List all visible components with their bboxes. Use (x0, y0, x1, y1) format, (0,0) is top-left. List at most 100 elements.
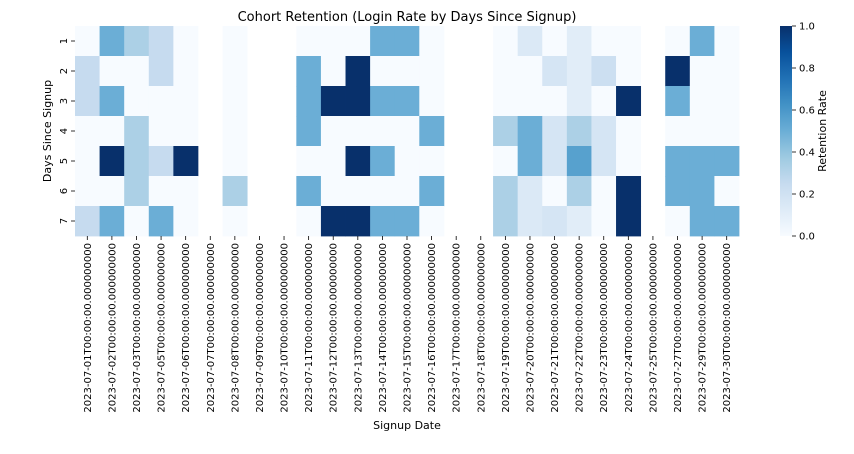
x-tick-label: 2023-07-15T00:00:00.000000000 (403, 243, 414, 413)
x-tick-label: 2023-07-12T00:00:00.000000000 (329, 243, 340, 413)
heatmap-cell (148, 146, 174, 177)
heatmap-cell (148, 26, 174, 57)
heatmap-cell (75, 146, 100, 177)
heatmap-cell (173, 146, 199, 177)
heatmap-cell (419, 26, 445, 57)
y-tick-label: 6 (59, 188, 70, 194)
heatmap-cell (75, 26, 100, 57)
heatmap-cell (591, 56, 617, 87)
heatmap-cell (296, 56, 322, 87)
x-tick-label: 2023-07-03T00:00:00.000000000 (132, 243, 143, 413)
x-tick-label: 2023-07-25T00:00:00.000000000 (648, 243, 659, 413)
heatmap-cell (345, 146, 371, 177)
heatmap-cell (345, 86, 371, 117)
x-tick-label: 2023-07-23T00:00:00.000000000 (599, 243, 610, 413)
heatmap-cell (616, 116, 642, 147)
heatmap-cell (591, 116, 617, 147)
heatmap-cell (591, 26, 617, 57)
heatmap-cell (616, 86, 642, 117)
colorbar-tick-label: 1.0 (799, 22, 815, 33)
heatmap-cell (124, 116, 150, 147)
heatmap-cell (370, 56, 396, 87)
heatmap-cell (296, 86, 322, 117)
x-tick-label: 2023-07-09T00:00:00.000000000 (255, 243, 266, 413)
heatmap-cell (173, 206, 199, 237)
heatmap-cell (173, 176, 199, 207)
x-tick-label: 2023-07-10T00:00:00.000000000 (280, 243, 291, 413)
heatmap-cell (665, 26, 691, 57)
heatmap-cell (320, 146, 346, 177)
x-tick-label: 2023-07-30T00:00:00.000000000 (722, 243, 733, 413)
heatmap-cell (222, 56, 248, 87)
heatmap-cell (566, 26, 592, 57)
colorbar-ticks: 0.0 0.2 0.4 0.6 0.8 1.0 (792, 22, 815, 243)
heatmap-cell (173, 86, 199, 117)
colorbar-tick-label: 0.4 (799, 148, 815, 159)
x-axis-ticks: 2023-07-01T00:00:00.000000000 2023-07-02T… (83, 236, 733, 413)
heatmap-cell (99, 116, 125, 147)
heatmap-cell (320, 206, 346, 237)
x-axis-label: Signup Date (373, 419, 441, 432)
x-tick-label: 2023-07-27T00:00:00.000000000 (673, 243, 684, 413)
heatmap-cell (222, 86, 248, 117)
heatmap-cell (75, 86, 100, 117)
heatmap-cell (148, 176, 174, 207)
heatmap-cell (714, 56, 740, 87)
heatmap-cell (148, 86, 174, 117)
x-tick-label: 2023-07-16T00:00:00.000000000 (427, 243, 438, 413)
heatmap-cell (222, 176, 248, 207)
x-tick-label: 2023-07-02T00:00:00.000000000 (107, 243, 118, 413)
heatmap-cell (616, 56, 642, 87)
heatmap-cell (124, 176, 150, 207)
heatmap-cell (148, 206, 174, 237)
heatmap-cell (99, 206, 125, 237)
heatmap-cell (689, 206, 715, 237)
heatmap-cell (345, 56, 371, 87)
heatmap-cell (419, 86, 445, 117)
heatmap-cell (517, 26, 543, 57)
heatmap-cell (222, 26, 248, 57)
heatmap-cell (591, 146, 617, 177)
heatmap-cell (493, 56, 519, 87)
heatmap-cell (394, 26, 420, 57)
heatmap-cell (148, 116, 174, 147)
heatmap-cell (419, 116, 445, 147)
x-tick-label: 2023-07-18T00:00:00.000000000 (476, 243, 487, 413)
heatmap-cell (345, 206, 371, 237)
heatmap-cell (566, 176, 592, 207)
y-tick-label: 1 (59, 38, 70, 44)
heatmap-cell (566, 206, 592, 237)
heatmap-cell (689, 146, 715, 177)
colorbar-tick-label: 0.8 (799, 64, 815, 75)
heatmap-cell (320, 86, 346, 117)
heatmap-cell (542, 56, 568, 87)
colorbar-label: Retention Rate (816, 90, 829, 172)
heatmap-cell (124, 86, 150, 117)
heatmap-cell (394, 206, 420, 237)
heatmap-cell (75, 116, 100, 147)
y-axis-label: Days Since Signup (41, 80, 54, 182)
x-tick-label: 2023-07-08T00:00:00.000000000 (230, 243, 241, 413)
heatmap-cell (419, 176, 445, 207)
colorbar-tick-label: 0.2 (799, 190, 815, 201)
heatmap-cell (173, 116, 199, 147)
heatmap-cell (394, 146, 420, 177)
heatmap-cell (493, 26, 519, 57)
heatmap-cell (616, 206, 642, 237)
heatmap-cell (689, 116, 715, 147)
heatmap-cell (689, 86, 715, 117)
y-tick-label: 7 (59, 218, 70, 224)
heatmap-cell (566, 86, 592, 117)
heatmap-cell (591, 176, 617, 207)
heatmap-cell (714, 146, 740, 177)
heatmap-cell (370, 206, 396, 237)
heatmap-cell (394, 116, 420, 147)
heatmap-cell (345, 116, 371, 147)
heatmap-cell (320, 176, 346, 207)
heatmap-cell (665, 56, 691, 87)
x-tick-label: 2023-07-13T00:00:00.000000000 (353, 243, 364, 413)
heatmap-cell (99, 176, 125, 207)
heatmap-cell (296, 176, 322, 207)
heatmap-cell (665, 86, 691, 117)
heatmap-cell (99, 146, 125, 177)
